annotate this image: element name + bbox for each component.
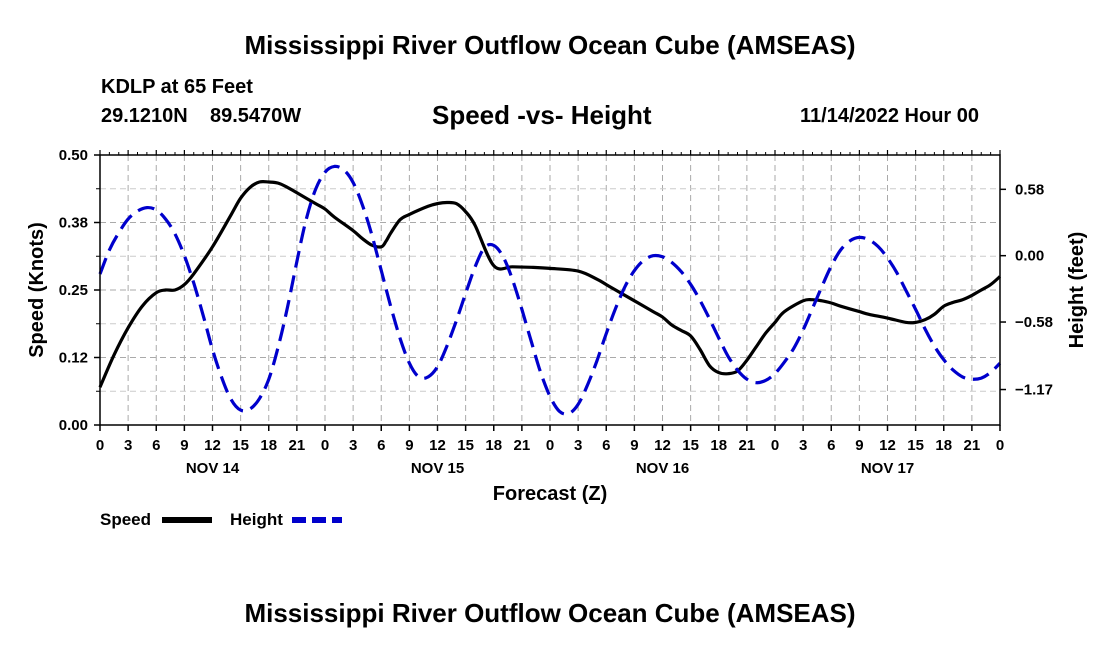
x-tick-label: 0: [321, 437, 329, 454]
y-tick-label: 0.00: [59, 417, 88, 434]
x-axis-title: Forecast (Z): [493, 483, 607, 505]
y2-tick-label: −1.17: [1015, 382, 1053, 399]
grid-lines: [100, 155, 1000, 425]
y2-axis-title: Height (feet): [1066, 232, 1088, 349]
axis-labels: 0 3 6 9 12 15 18 21 0 3 6 9 12 15 18 21 0 3 6 9 12 15 18 21 0 3 6 9…: [59, 147, 1053, 477]
x-tick-label: 15: [457, 437, 474, 454]
legend-height-label: Height: [230, 510, 283, 529]
y-tick-label: 0.38: [59, 215, 88, 232]
station-label: KDLP at 65 Feet: [101, 76, 253, 98]
x-tick-label: 0: [771, 437, 779, 454]
x-tick-label: 18: [935, 437, 952, 454]
series-layer: [98, 164, 1002, 416]
chart-subtitle: Speed -vs- Height: [432, 100, 652, 130]
x-tick-label: 21: [289, 437, 306, 454]
x-tick-label: 6: [377, 437, 385, 454]
x-tick-label: 0: [996, 437, 1004, 454]
x-tick-label: 21: [964, 437, 981, 454]
footer-title: Mississippi River Outflow Ocean Cube (AM…: [244, 598, 856, 628]
y2-tick-label: 0.58: [1015, 181, 1044, 198]
series-height-line: [98, 164, 1002, 416]
y-tick-label: 0.12: [59, 350, 88, 367]
x-tick-label: 6: [602, 437, 610, 454]
legend-speed-label: Speed: [100, 510, 151, 529]
day-label: NOV 17: [861, 460, 914, 477]
x-tick-label: 9: [405, 437, 413, 454]
x-tick-label: 3: [124, 437, 132, 454]
series-speed-line: [98, 179, 1002, 388]
x-tick-label: 15: [907, 437, 924, 454]
chart-title: Mississippi River Outflow Ocean Cube (AM…: [244, 30, 856, 60]
day-label: NOV 14: [186, 460, 240, 477]
x-tick-label: 3: [574, 437, 582, 454]
x-tick-label: 18: [485, 437, 502, 454]
x-tick-label: 18: [260, 437, 277, 454]
day-label: NOV 16: [636, 460, 689, 477]
x-tick-label: 9: [180, 437, 188, 454]
latitude-label: 29.1210N: [101, 105, 188, 127]
y2-tick-label: −0.58: [1015, 314, 1053, 331]
x-tick-label: 0: [546, 437, 554, 454]
y2-tick-label: 0.00: [1015, 248, 1044, 265]
forecast-datetime: 11/14/2022 Hour 00: [800, 105, 980, 127]
x-tick-label: 6: [152, 437, 160, 454]
x-tick-label: 18: [710, 437, 727, 454]
x-tick-label: 21: [739, 437, 756, 454]
y-tick-label: 0.50: [59, 147, 88, 164]
x-tick-label: 9: [630, 437, 638, 454]
x-tick-label: 0: [96, 437, 104, 454]
x-tick-label: 12: [204, 437, 221, 454]
x-tick-label: 12: [879, 437, 896, 454]
y-axis-title: Speed (Knots): [26, 222, 48, 358]
x-tick-label: 3: [799, 437, 807, 454]
x-tick-label: 3: [349, 437, 357, 454]
x-tick-label: 15: [232, 437, 249, 454]
day-label: NOV 15: [411, 460, 464, 477]
x-tick-label: 12: [429, 437, 446, 454]
x-tick-label: 9: [855, 437, 863, 454]
x-tick-label: 21: [514, 437, 531, 454]
longitude-label: 89.5470W: [210, 105, 302, 127]
x-tick-label: 12: [654, 437, 671, 454]
x-tick-label: 6: [827, 437, 835, 454]
axis-ticks: [94, 150, 1006, 431]
legend: Speed Height: [100, 510, 342, 529]
y-tick-label: 0.25: [59, 282, 88, 299]
x-tick-label: 15: [682, 437, 699, 454]
